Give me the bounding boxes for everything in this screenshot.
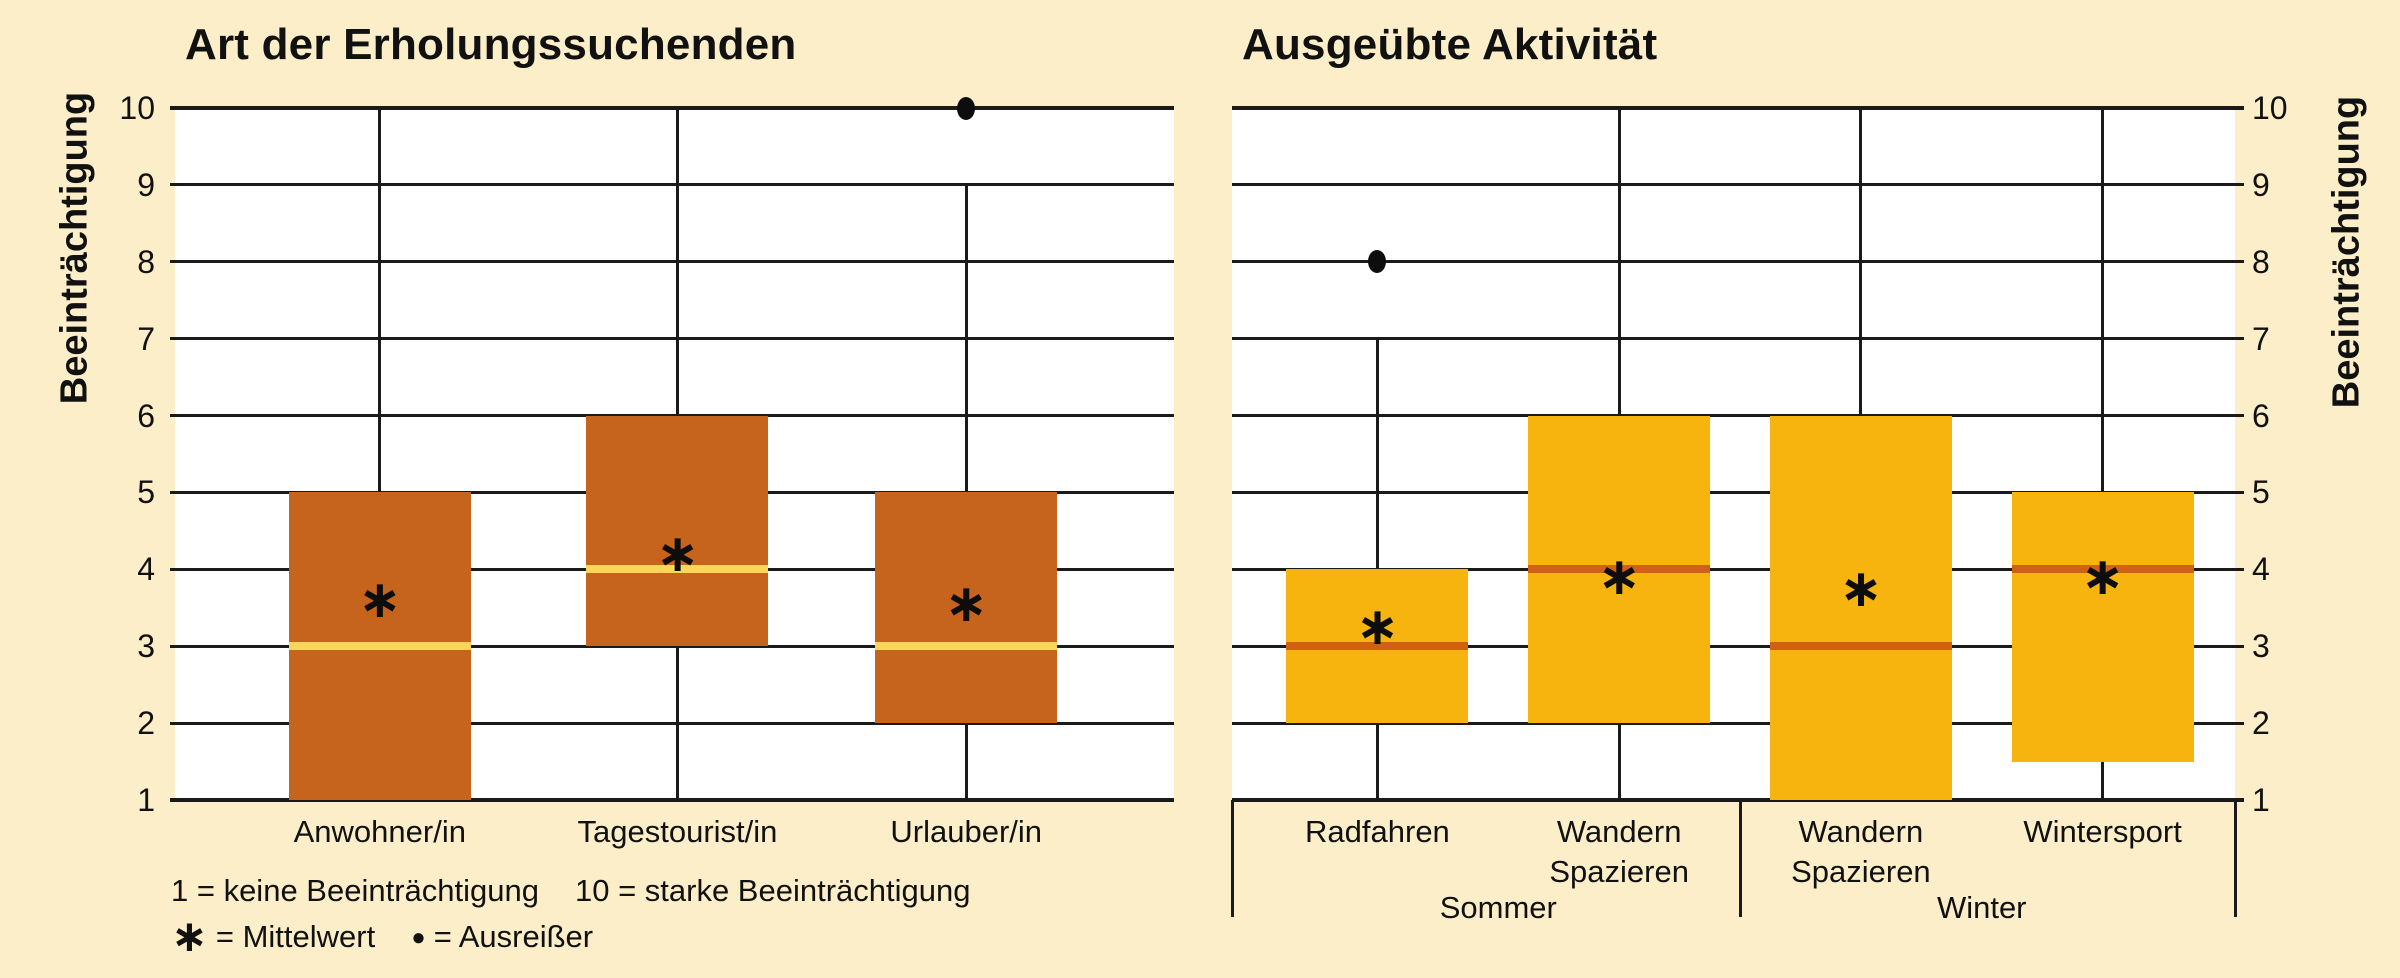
legend-outlier-text: = Ausreißer <box>433 919 594 954</box>
median-line <box>1528 565 1711 574</box>
outlier-dot <box>957 96 976 120</box>
box <box>2011 492 2194 762</box>
mean-marker: ∗ <box>357 570 402 631</box>
tick-label: 3 <box>2252 628 2270 665</box>
group-label: Sommer <box>1439 890 1557 925</box>
tick-label: 5 <box>137 474 155 511</box>
box <box>586 415 769 647</box>
tick-label: 4 <box>2252 551 2270 588</box>
gridline <box>1232 414 2244 418</box>
median-line <box>586 565 769 574</box>
gridline <box>1232 106 2244 110</box>
group-divider <box>1738 800 1742 917</box>
left-chart-title: Art der Erholungssuchenden <box>185 20 797 69</box>
figure-legend: 1 = keine Beeinträchtigung 10 = starke Be… <box>171 868 970 960</box>
gridline <box>1232 183 2244 187</box>
median-line <box>2011 565 2194 574</box>
tick-label: 5 <box>2252 474 2270 511</box>
gridline <box>170 721 1174 725</box>
gridline <box>170 798 1174 802</box>
tick-label: 1 <box>137 782 155 818</box>
tick-label: 9 <box>2252 166 2270 203</box>
tick-label: 1 <box>2252 782 2270 818</box>
tick-label: 3 <box>137 628 155 665</box>
mean-marker: ∗ <box>655 523 700 584</box>
box <box>1769 415 1952 800</box>
category-label: Urlauber/in <box>890 814 1043 849</box>
median-line <box>1286 642 1469 651</box>
tick-label: 10 <box>2252 90 2288 126</box>
tick-label: 8 <box>137 243 155 280</box>
mean-marker: ∗ <box>1597 547 1641 608</box>
gridline <box>1232 567 2244 571</box>
tick-label: 7 <box>137 320 155 357</box>
category-label: Wandern <box>1798 814 1924 849</box>
outlier-dot-icon: ● <box>411 924 426 951</box>
tick-label: 7 <box>2252 320 2270 357</box>
tick-label: 4 <box>137 551 155 588</box>
category-label-line2: Spazieren <box>1791 854 1931 889</box>
tick-label: 2 <box>2252 705 2270 742</box>
legend-scale-min: 1 = keine Beeinträchtigung <box>171 873 539 908</box>
median-line <box>1769 642 1952 651</box>
gridline <box>1232 721 2244 725</box>
mean-marker: ∗ <box>2080 547 2125 608</box>
category-label: Radfahren <box>1305 814 1450 849</box>
legend-scale-row: 1 = keine Beeinträchtigung 10 = starke Be… <box>171 868 970 914</box>
gridline <box>1232 337 2244 341</box>
category-label: Tagestourist/in <box>577 814 778 849</box>
outlier-dot <box>1368 250 1387 274</box>
gridline <box>1232 798 2244 802</box>
group-label: Winter <box>1936 890 2027 925</box>
gridline <box>170 183 1174 187</box>
legend-mean-text: = Mittelwert <box>215 919 376 954</box>
box <box>875 492 1058 724</box>
legend-scale-max: 10 = starke Beeinträchtigung <box>574 873 971 908</box>
whisker-line <box>1375 338 1379 800</box>
mean-asterisk-icon: ∗ <box>171 911 208 962</box>
tick-label: 10 <box>119 90 155 126</box>
group-bracket <box>1230 800 1234 917</box>
category-label: Wandern <box>1556 814 1682 849</box>
gridline <box>1232 644 2244 648</box>
mean-marker: ∗ <box>944 573 988 634</box>
legend-symbols-row: ∗ = Mittelwert ● = Ausreißer <box>171 914 970 960</box>
whisker-line <box>378 108 382 800</box>
tick-label: 8 <box>2252 243 2270 280</box>
gridline <box>170 260 1174 264</box>
mean-marker: ∗ <box>1355 597 1400 657</box>
category-label: Anwohner/in <box>293 814 466 849</box>
gridline <box>170 337 1174 341</box>
category-label: Wintersport <box>2023 814 2182 849</box>
tick-label: 9 <box>137 166 155 203</box>
median-line <box>288 642 471 651</box>
tick-label: 2 <box>137 705 155 742</box>
tick-label: 6 <box>137 397 155 434</box>
whisker-line <box>964 184 968 800</box>
gridline <box>1232 490 2244 494</box>
gridline <box>1232 260 2244 264</box>
whisker-line <box>2101 108 2105 800</box>
right-chart-title: Ausgeübte Aktivität <box>1242 20 1658 69</box>
mean-marker: ∗ <box>1839 558 1883 619</box>
category-label-line2: Spazieren <box>1549 854 1689 889</box>
tick-label: 6 <box>2252 397 2270 434</box>
gridline <box>170 644 1174 648</box>
gridline <box>170 106 1174 110</box>
median-line <box>875 642 1058 651</box>
group-bracket <box>2233 800 2237 917</box>
